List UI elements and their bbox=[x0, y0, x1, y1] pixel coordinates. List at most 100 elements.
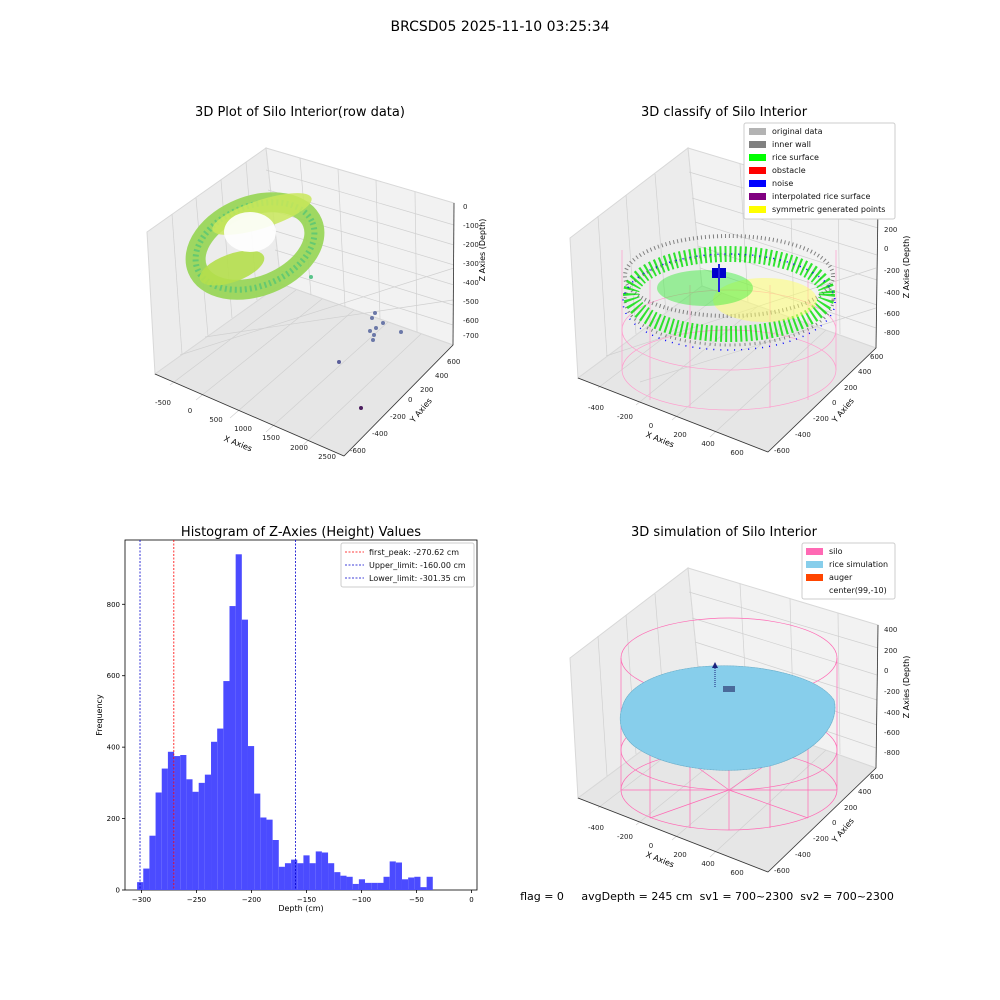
histogram-xtick-label: 0 bbox=[469, 896, 473, 904]
histogram-bar bbox=[235, 554, 242, 890]
simulation-title: 3D simulation of Silo Interior bbox=[631, 525, 818, 540]
legend-swatch-inner-wall bbox=[749, 141, 766, 148]
histogram-bar bbox=[161, 768, 168, 890]
histogram-bar bbox=[420, 887, 427, 890]
simulation-ztick: -400 bbox=[884, 709, 900, 717]
legend-swatch-rice-simulation bbox=[806, 561, 823, 568]
histogram-bar bbox=[371, 882, 378, 890]
classify-xtick: 0 bbox=[649, 422, 653, 430]
legend-label-interpolated: interpolated rice surface bbox=[772, 192, 870, 201]
raw-xtick: 500 bbox=[209, 416, 222, 424]
raw-ztick: -300 bbox=[463, 260, 479, 268]
classify-xtick: 200 bbox=[673, 431, 686, 439]
simulation-x-label: X Axies bbox=[645, 850, 676, 869]
classify-ztick: -800 bbox=[884, 329, 900, 337]
simulation-y-axis-line bbox=[767, 767, 877, 873]
raw-outlier-points bbox=[309, 275, 403, 410]
simulation-x-ticks: -400 -200 0 200 400 600 bbox=[588, 824, 744, 877]
raw-ytick: 600 bbox=[447, 358, 460, 366]
histogram-bar bbox=[365, 882, 372, 890]
histogram-xtick-label: −250 bbox=[187, 896, 206, 904]
histogram-bar bbox=[340, 875, 347, 890]
legend-label-obstacle: obstacle bbox=[772, 166, 806, 175]
histogram-bar bbox=[321, 852, 329, 890]
histogram-bar bbox=[358, 879, 366, 890]
histogram-y-ticks: 0 200 400 600 800 bbox=[107, 601, 125, 895]
simulation-xtick: -200 bbox=[617, 833, 633, 841]
legend-label-original-data: original data bbox=[772, 127, 823, 136]
histogram-ytick-label: 400 bbox=[107, 744, 120, 752]
histogram-bar bbox=[186, 779, 193, 890]
raw-y-ticks: -600 -400 -200 0 200 400 600 bbox=[350, 358, 460, 455]
legend-swatch-noise bbox=[749, 180, 766, 187]
classify-ytick: 200 bbox=[844, 384, 857, 392]
histogram-xtick-label: −100 bbox=[352, 896, 371, 904]
histogram-bar bbox=[266, 819, 273, 890]
simulation-y-ticks: -600 -400 -200 0 200 400 600 bbox=[774, 773, 883, 875]
histogram-bar bbox=[297, 863, 304, 890]
histogram-bar bbox=[383, 876, 390, 890]
histogram-bar bbox=[334, 872, 341, 890]
raw-x-axis-line bbox=[154, 373, 345, 457]
classify-x-ticks: -400 -200 0 200 400 600 bbox=[588, 404, 744, 457]
raw-ztick: -700 bbox=[463, 332, 479, 340]
classify-xtick: -200 bbox=[617, 413, 633, 421]
histogram-bar bbox=[260, 817, 267, 890]
simulation-z-ticks: 400 200 0 -200 -400 -600 -800 bbox=[884, 626, 900, 757]
legend-label-silo: silo bbox=[829, 547, 843, 556]
simulation-xtick: 200 bbox=[673, 851, 686, 859]
histogram-title: Histogram of Z-Axies (Height) Values bbox=[181, 525, 421, 540]
panel-histogram: Histogram of Z-Axies (Height) Values −30… bbox=[95, 525, 478, 913]
simulation-ytick: 0 bbox=[832, 819, 836, 827]
legend-label-lower-limit: Lower_limit: -301.35 cm bbox=[369, 574, 466, 583]
classify-rice-center bbox=[657, 270, 753, 306]
histogram-ytick-label: 600 bbox=[107, 672, 120, 680]
simulation-xtick: 0 bbox=[649, 842, 653, 850]
classify-z-ticks: 200 0 -200 -400 -600 -800 bbox=[884, 226, 900, 337]
legend-swatch-auger bbox=[806, 574, 823, 581]
raw-title: 3D Plot of Silo Interior(row data) bbox=[195, 105, 405, 120]
simulation-ztick: -200 bbox=[884, 688, 900, 696]
histogram-bar bbox=[303, 855, 310, 890]
histogram-bar bbox=[167, 751, 175, 890]
legend-label-symmetric: symmetric generated points bbox=[772, 205, 885, 214]
histogram-bar bbox=[180, 755, 187, 890]
classify-ytick: 0 bbox=[832, 399, 836, 407]
legend-label-rice-simulation: rice simulation bbox=[829, 560, 888, 569]
classify-ytick: -200 bbox=[813, 415, 829, 423]
histogram-legend: first_peak: -270.62 cm Upper_limit: -160… bbox=[340, 542, 475, 588]
simulation-xtick: 400 bbox=[701, 860, 714, 868]
histogram-bar bbox=[401, 879, 409, 890]
legend-label-center: center(99,-10) bbox=[829, 586, 887, 595]
simulation-z-axis-line bbox=[875, 624, 879, 769]
classify-rice-surface bbox=[623, 246, 835, 342]
histogram-bar bbox=[395, 862, 402, 890]
classify-inner-wall-top bbox=[623, 234, 835, 318]
histogram-bar bbox=[192, 791, 199, 890]
classify-title: 3D classify of Silo Interior bbox=[641, 105, 808, 120]
raw-ytick: 200 bbox=[420, 386, 433, 394]
simulation-ztick: 0 bbox=[884, 667, 888, 675]
classify-x-label: X Axies bbox=[645, 430, 676, 449]
histogram-bar bbox=[241, 619, 248, 890]
simulation-ytick: 400 bbox=[858, 788, 871, 796]
classify-legend-box bbox=[743, 122, 896, 220]
simulation-ytick: -200 bbox=[813, 835, 829, 843]
raw-xtick: 2000 bbox=[290, 444, 308, 452]
raw-x-label: X Axies bbox=[223, 434, 254, 453]
histogram-bar bbox=[254, 793, 261, 890]
classify-ytick: -400 bbox=[795, 431, 811, 439]
histogram-bar bbox=[389, 861, 396, 890]
raw-ytick: -400 bbox=[372, 430, 388, 438]
histogram-xtick-label: −300 bbox=[132, 896, 151, 904]
classify-y-axis-line bbox=[767, 347, 877, 453]
raw-ztick: -400 bbox=[463, 279, 479, 287]
histogram-bars bbox=[137, 554, 433, 890]
raw-xtick: 1000 bbox=[234, 425, 252, 433]
histogram-bar bbox=[408, 877, 415, 890]
histogram-bar bbox=[315, 851, 322, 890]
histogram-ytick-label: 800 bbox=[107, 601, 120, 609]
histogram-bar bbox=[291, 859, 298, 890]
raw-z-label: Z Axies (Depth) bbox=[478, 219, 487, 282]
